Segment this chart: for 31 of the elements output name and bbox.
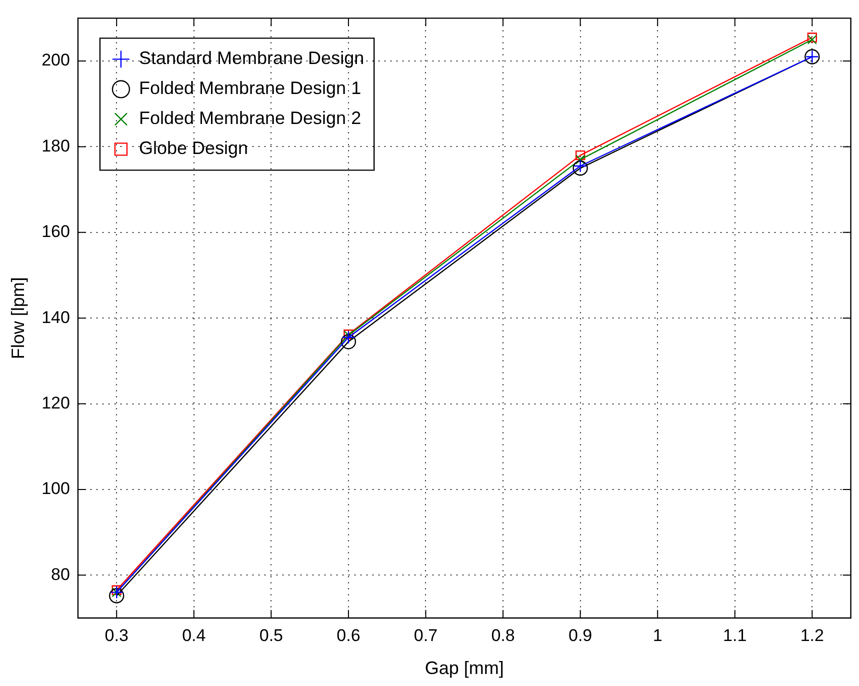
legend-label: Globe Design xyxy=(138,138,248,158)
point xyxy=(109,588,124,604)
y-tick-label: 200 xyxy=(42,50,70,70)
y-axis-title: Flow [lpm] xyxy=(8,277,28,360)
y-tick-label: 140 xyxy=(42,308,70,327)
point xyxy=(575,150,586,160)
point xyxy=(572,160,588,176)
x-tick-label: 0.5 xyxy=(259,626,283,645)
point xyxy=(575,154,586,164)
point xyxy=(342,330,356,344)
x-tick-label: 1.2 xyxy=(800,626,824,645)
x-tick-label: 1 xyxy=(652,626,662,645)
y-tick-label: 160 xyxy=(42,222,70,242)
point xyxy=(112,585,122,595)
x-tick-label: 0.3 xyxy=(104,626,128,645)
y-tick-label: 180 xyxy=(42,136,70,156)
x-tick-label: 0.9 xyxy=(568,626,592,645)
point xyxy=(574,159,587,173)
legend-label: Folded Membrane Design 1 xyxy=(138,78,362,98)
y-tick-label: 80 xyxy=(51,564,70,584)
x-tick-label: 0.6 xyxy=(336,626,360,645)
x-tick-label: 0.7 xyxy=(414,626,438,645)
legend-label: Standard Membrane Design xyxy=(138,48,364,68)
y-tick-label: 100 xyxy=(42,479,70,498)
x-axis-title: Gap [mm] xyxy=(424,658,504,678)
point xyxy=(340,334,356,350)
legend-label: Folded Membrane Design 2 xyxy=(138,108,362,128)
y-tick-label: 120 xyxy=(42,393,70,412)
x-tick-label: 1.1 xyxy=(723,626,747,645)
x-tick-label: 0.8 xyxy=(491,626,515,645)
x-tick-label: 0.4 xyxy=(182,626,206,645)
